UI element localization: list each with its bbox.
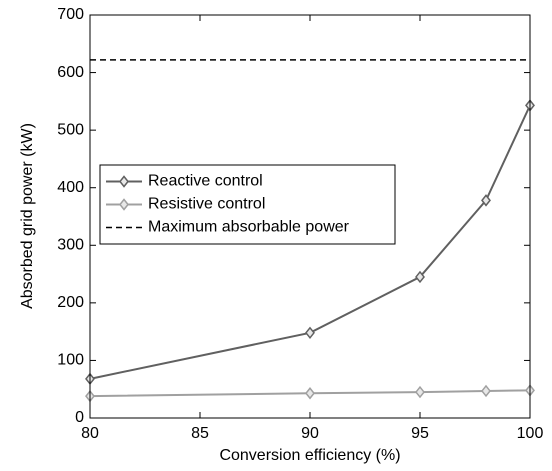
marker (481, 194, 491, 207)
marker (305, 326, 315, 339)
y-tick-label: 400 (57, 179, 84, 196)
y-tick-label: 0 (75, 409, 84, 426)
plot-frame (89, 14, 531, 419)
y-tick-label: 600 (57, 64, 84, 81)
y-tick-label: 700 (57, 6, 84, 23)
marker (415, 270, 425, 284)
x-axis-label: Conversion efficiency (%) (219, 447, 400, 464)
y-tick-label: 500 (57, 121, 84, 138)
x-tick-label: 80 (81, 425, 99, 442)
x-tick-label: 100 (517, 425, 544, 442)
marker (305, 387, 315, 400)
marker (481, 384, 491, 398)
legend-label: Resistive control (148, 196, 265, 213)
y-tick-label: 300 (57, 237, 84, 254)
x-tick-label: 90 (301, 425, 319, 442)
x-tick-label: 95 (411, 425, 429, 442)
legend-marker (119, 198, 129, 211)
legend-label: Reactive control (148, 173, 263, 190)
legend-marker (119, 175, 129, 188)
y-tick-label: 100 (57, 352, 84, 369)
y-tick-label: 200 (57, 294, 84, 311)
legend: Reactive control Resistive control Maximum… (99, 164, 396, 245)
x-tick-label: 85 (191, 425, 209, 442)
legend-label: Maximum absorbable power (148, 219, 350, 236)
y-axis-label: Absorbed grid power (kW) (19, 123, 36, 309)
legend-box (99, 164, 396, 245)
marker (415, 385, 425, 399)
